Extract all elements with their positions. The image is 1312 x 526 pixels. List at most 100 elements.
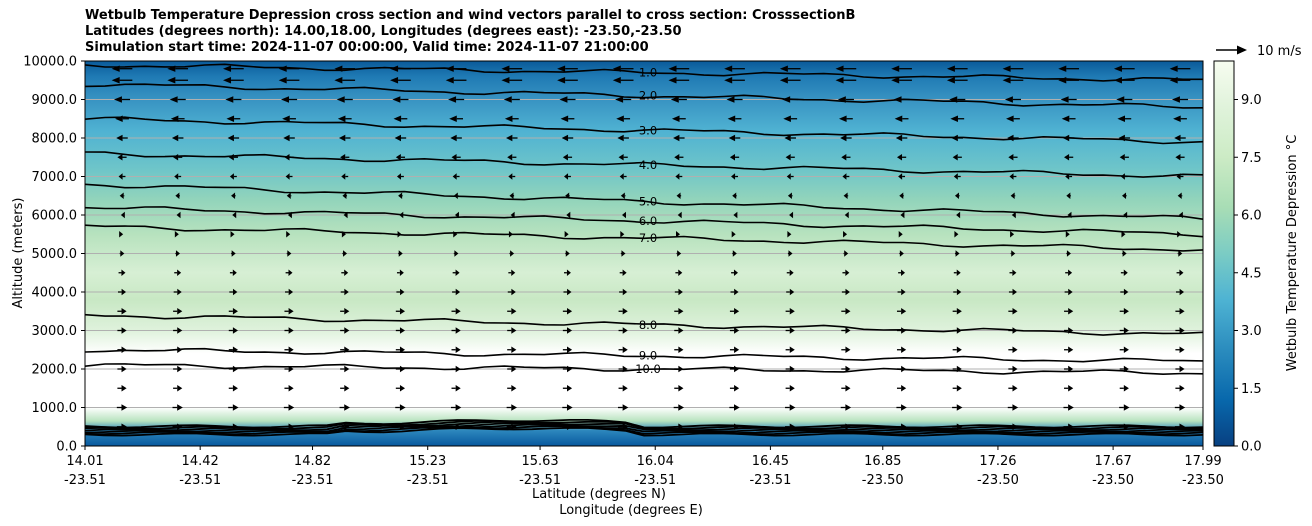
- wind-vector-head: [677, 211, 682, 219]
- wind-vector-head: [177, 365, 183, 373]
- wind-vector-head: [118, 173, 123, 180]
- wind-vector-head: [398, 192, 403, 199]
- wind-vector-head: [177, 385, 183, 392]
- wind-vector-head: [453, 231, 458, 238]
- x-tick-label-lon: -23.51: [634, 473, 676, 488]
- wind-vector-head: [455, 365, 461, 373]
- wind-vector-head: [395, 154, 401, 161]
- wind-vector-head: [893, 96, 902, 103]
- wind-vector-head: [398, 250, 403, 257]
- wind-vector-head: [1012, 423, 1019, 430]
- contour-label: 3.0: [639, 123, 657, 137]
- wind-vector-head: [843, 192, 848, 199]
- wind-vector-head: [113, 96, 122, 103]
- wind-vector-head: [733, 211, 738, 219]
- wind-vector-head: [396, 173, 401, 180]
- wind-vector-head: [286, 231, 291, 238]
- wind-vector-head: [675, 173, 680, 180]
- wind-vector-head: [1006, 115, 1014, 122]
- wind-vector-head: [511, 288, 516, 296]
- wind-vector-head: [223, 65, 232, 72]
- wind-vector-head: [1118, 134, 1125, 142]
- wind-vector-head: [612, 65, 621, 72]
- wind-vector-head: [1176, 173, 1181, 180]
- wind-vector-head: [121, 288, 127, 296]
- wind-vector-head: [170, 115, 179, 122]
- wind-vector-head: [673, 134, 680, 142]
- wind-vector-head: [1068, 346, 1074, 353]
- wind-vector-head: [567, 288, 572, 296]
- wind-vector-head: [1007, 134, 1014, 142]
- wind-vector-head: [845, 327, 851, 334]
- wind-vector-head: [1062, 134, 1070, 142]
- wind-vector-head: [504, 115, 513, 122]
- wind-vector-head: [1179, 346, 1185, 353]
- x-axis: 14.01 -23.51 14.42 -23.51 14.82 -23.51 15.23 -2…: [64, 446, 1224, 488]
- wind-vector-head: [284, 154, 290, 161]
- wind-vector-head: [117, 154, 123, 161]
- wind-vector-head: [282, 115, 290, 122]
- wind-vector-head: [1123, 385, 1129, 392]
- wind-vector-head: [1113, 77, 1122, 84]
- wind-vector-head: [115, 115, 123, 122]
- wind-vector-head: [1010, 192, 1015, 199]
- wind-vector-head: [399, 211, 404, 219]
- wind-vector-head: [789, 385, 795, 392]
- wind-vector-head: [557, 65, 566, 72]
- chart-title: Wetbulb Temperature Depression cross sec…: [85, 8, 855, 56]
- x-tick-label-lat: 17.99: [1184, 454, 1221, 469]
- wind-vector-head: [1012, 269, 1017, 276]
- wind-vector-head: [1123, 288, 1129, 296]
- wind-vector-head: [111, 77, 120, 84]
- wind-vector-head: [394, 134, 401, 142]
- wind-vector-head: [617, 134, 624, 142]
- wind-vector-head: [171, 134, 179, 142]
- wind-vector-head: [844, 250, 849, 257]
- wind-vector-head: [399, 269, 404, 276]
- wind-vector-head: [899, 192, 904, 199]
- title-line-2: Latitudes (degrees north): 14.00,18.00, …: [85, 24, 682, 39]
- wind-vector-head: [724, 65, 733, 72]
- y-axis: 0.0 1000.0 2000.0 3000.0 4000.0 5000.0 6000.0 7…: [23, 55, 85, 455]
- wind-vector-head: [228, 154, 234, 161]
- wind-vector-head: [620, 231, 625, 238]
- wind-vector-head: [288, 365, 294, 373]
- x-tick-label-lon: -23.50: [1092, 473, 1134, 488]
- wind-vector-head: [1010, 231, 1015, 238]
- wind-vector-head: [278, 65, 287, 72]
- wind-vector-head: [789, 365, 795, 373]
- wind-vector-head: [1123, 423, 1130, 430]
- wind-vector-head: [119, 192, 124, 199]
- wind-vector-head: [455, 288, 461, 296]
- wind-vector-head: [400, 288, 405, 296]
- wind-vector-head: [450, 134, 457, 142]
- wind-vector-head: [734, 308, 740, 315]
- wind-vector-head: [726, 96, 735, 103]
- wind-vector-head: [1012, 346, 1018, 353]
- wind-vector-head: [733, 269, 738, 276]
- wind-vector-head: [1121, 231, 1126, 238]
- wind-key-arrowhead: [1237, 45, 1247, 55]
- wind-key-label: 10 m/s: [1257, 44, 1302, 59]
- wind-vector-head: [678, 327, 684, 334]
- wind-vector-head: [956, 269, 961, 276]
- wind-vector-head: [567, 346, 573, 353]
- wind-vector-head: [559, 96, 568, 103]
- wind-vector-head: [1061, 115, 1070, 122]
- wind-vector-head: [445, 77, 454, 84]
- wind-vector-head: [449, 115, 457, 122]
- wind-vector-head: [622, 288, 628, 296]
- wind-vector-head: [788, 250, 793, 257]
- wind-vector-head: [393, 115, 402, 122]
- wind-vector-head: [1012, 385, 1018, 392]
- wind-vector-head: [344, 404, 350, 411]
- wind-vector-head: [895, 134, 903, 142]
- wind-vector-head: [674, 154, 680, 161]
- contour-line: [85, 206, 1203, 238]
- wind-vector-head: [675, 231, 680, 238]
- wind-vector-head: [1011, 250, 1016, 257]
- x-tick-label-lat: 17.67: [1095, 454, 1132, 469]
- wind-vector-head: [841, 154, 847, 161]
- wind-vector-head: [1179, 269, 1184, 276]
- wind-vector-head: [621, 250, 626, 257]
